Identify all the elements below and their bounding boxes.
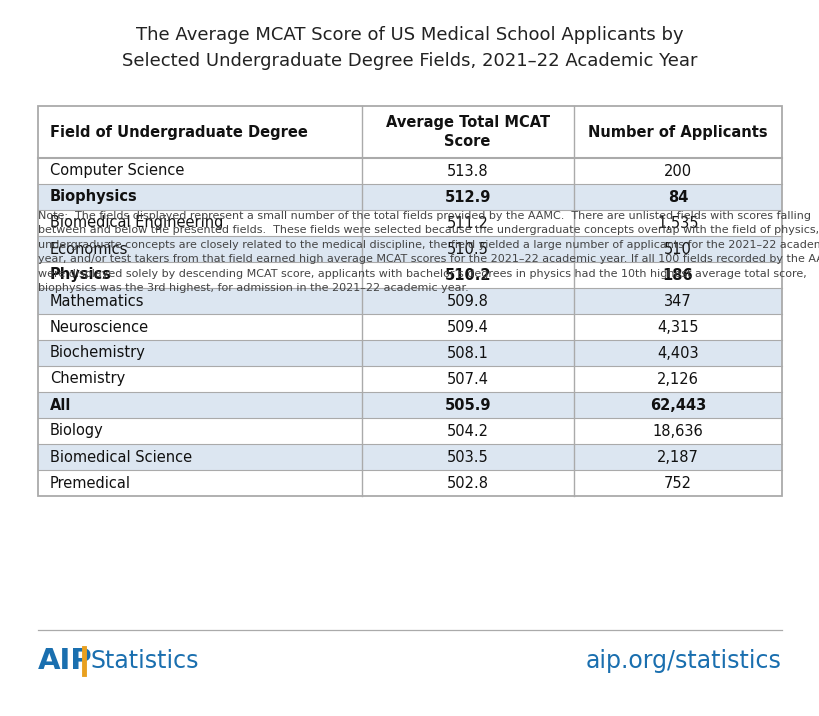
Text: Biomedical Science: Biomedical Science [50,450,192,465]
Bar [38,236,781,262]
Text: Biology: Biology [50,423,104,438]
Text: 511.2: 511.2 [446,216,488,231]
Bar [38,470,781,496]
Text: Biomedical Engineering: Biomedical Engineering [50,216,223,231]
Text: Computer Science: Computer Science [50,163,184,178]
Text: 507.4: 507.4 [446,372,488,387]
Text: Economics: Economics [50,241,129,256]
Bar [38,340,781,366]
Text: 2,187: 2,187 [656,450,698,465]
Text: Physics: Physics [50,268,111,283]
Text: 1,535: 1,535 [656,216,698,231]
Text: AIP: AIP [38,647,93,675]
Text: Average Total MCAT
Score: Average Total MCAT Score [385,115,549,150]
Text: 18,636: 18,636 [652,423,703,438]
Text: 2,126: 2,126 [656,372,698,387]
Text: 4,315: 4,315 [656,319,698,334]
Text: 508.1: 508.1 [446,346,488,360]
Bar [38,418,781,444]
Bar [38,106,781,158]
Text: 510.5: 510.5 [446,241,488,256]
Text: 62,443: 62,443 [649,397,705,412]
Bar [38,210,781,236]
Text: All: All [50,397,71,412]
Text: Premedical: Premedical [50,475,131,490]
Bar [38,366,781,392]
Text: Biochemistry: Biochemistry [50,346,146,360]
Text: Biophysics: Biophysics [50,190,138,205]
Bar [38,262,781,288]
Bar [38,392,781,418]
Bar [38,184,781,210]
Text: 200: 200 [663,163,691,178]
Text: 510: 510 [663,241,691,256]
Text: 509.8: 509.8 [446,294,488,309]
Text: 509.4: 509.4 [446,319,488,334]
Text: aip.org/statistics: aip.org/statistics [586,649,781,673]
Text: 513.8: 513.8 [446,163,488,178]
Text: 347: 347 [663,294,691,309]
Text: 510.2: 510.2 [444,268,491,283]
Text: 4,403: 4,403 [656,346,698,360]
Text: 752: 752 [663,475,691,490]
Text: 502.8: 502.8 [446,475,488,490]
Text: Number of Applicants: Number of Applicants [587,125,767,140]
Text: 84: 84 [667,190,687,205]
Text: Statistics: Statistics [91,649,199,673]
Bar [38,106,781,496]
Text: The Average MCAT Score of US Medical School Applicants by
Selected Undergraduate: The Average MCAT Score of US Medical Sch… [122,26,697,70]
Text: Mathematics: Mathematics [50,294,144,309]
Bar [38,288,781,314]
Bar [38,158,781,184]
Text: 186: 186 [662,268,692,283]
Bar [38,314,781,340]
Text: 512.9: 512.9 [444,190,491,205]
Text: 505.9: 505.9 [444,397,491,412]
Text: 504.2: 504.2 [446,423,488,438]
Text: Field of Undergraduate Degree: Field of Undergraduate Degree [50,125,307,140]
Text: Chemistry: Chemistry [50,372,125,387]
Text: 503.5: 503.5 [446,450,488,465]
Text: Note:  The fields displayed represent a small number of the total fields provide: Note: The fields displayed represent a s… [38,211,819,293]
Text: Neuroscience: Neuroscience [50,319,149,334]
Bar [38,444,781,470]
